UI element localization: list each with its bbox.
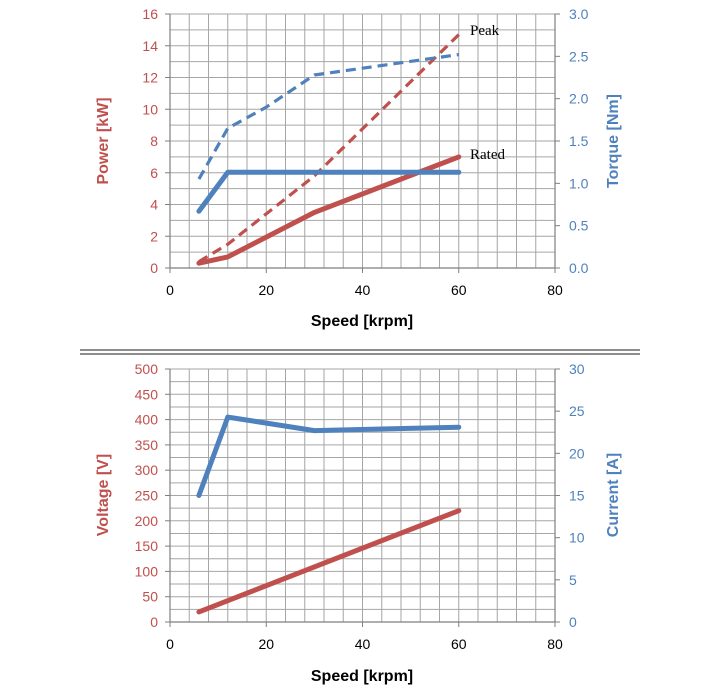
y2-tick-label: 25 <box>569 403 585 419</box>
power-torque-chart: 0 2 4 6 8 10 12 14 16 0.0 0.5 1.0 1.5 2.0 2.5 3.0 0 20 40 6… <box>95 6 622 330</box>
y-tick-label: 100 <box>135 563 159 579</box>
chart-separator <box>80 349 640 355</box>
voltage-current-chart: 0501001502002503003504004505000510152025… <box>95 361 622 685</box>
y2-tick-label: 5 <box>569 572 577 588</box>
y2-tick-label: 0.0 <box>569 260 589 276</box>
y-tick-label: 12 <box>142 70 158 86</box>
y-tick-label: 450 <box>135 386 159 402</box>
series-line-2 <box>196 169 462 214</box>
y-tick-label: 8 <box>150 133 158 149</box>
y-tick-label: 50 <box>142 589 158 605</box>
y2-tick-label: 0 <box>569 614 577 630</box>
y-tick-label: 350 <box>135 437 159 453</box>
y-tick-label: 2 <box>150 228 158 244</box>
series-line-1 <box>198 33 460 263</box>
y-tick-label: 0 <box>150 614 158 630</box>
y2-tick-label: 10 <box>569 530 585 546</box>
y2-axis-title: Torque [Nm] <box>605 94 622 188</box>
x-tick-label: 20 <box>258 636 274 652</box>
y2-axis-title: Current [A] <box>605 453 622 537</box>
y2-tick-label: 1.0 <box>569 175 589 191</box>
x-tick-label: 80 <box>547 282 563 298</box>
y-tick-label: 10 <box>142 101 158 117</box>
x-tick-label: 60 <box>451 282 467 298</box>
y-tick-label: 16 <box>142 6 158 22</box>
x-tick-label: 80 <box>547 636 563 652</box>
series-line-0 <box>196 154 462 266</box>
y-axis-title: Voltage [V] <box>95 454 112 536</box>
y2-tick-label: 3.0 <box>569 6 589 22</box>
y2-tick-label: 2.5 <box>569 48 589 64</box>
x-tick-label: 40 <box>355 282 371 298</box>
y-tick-label: 250 <box>135 488 159 504</box>
y2-tick-label: 2.0 <box>569 91 589 107</box>
y2-tick-label: 20 <box>569 445 585 461</box>
y-tick-label: 0 <box>150 260 158 276</box>
y-axis-title: Power [kW] <box>95 97 112 184</box>
series-line-1 <box>196 414 462 498</box>
y2-tick-label: 1.5 <box>569 133 589 149</box>
y-tick-label: 200 <box>135 513 159 529</box>
x-tick-label: 0 <box>166 282 174 298</box>
x-axis-title: Speed [krpm] <box>311 668 413 685</box>
x-tick-label: 0 <box>166 636 174 652</box>
x-tick-label: 20 <box>258 282 274 298</box>
y2-tick-label: 30 <box>569 361 585 377</box>
y-tick-label: 14 <box>142 38 158 54</box>
grid <box>169 368 556 623</box>
y-tick-label: 6 <box>150 165 158 181</box>
y2-tick-label: 0.5 <box>569 218 589 234</box>
y-tick-label: 150 <box>135 538 159 554</box>
x-tick-label: 40 <box>355 636 371 652</box>
y2-tick-label: 15 <box>569 488 585 504</box>
series-line-3 <box>197 53 460 180</box>
y-tick-label: 500 <box>135 361 159 377</box>
y-tick-label: 300 <box>135 462 159 478</box>
y-tick-label: 400 <box>135 412 159 428</box>
annotation-label: Peak <box>470 23 500 39</box>
x-axis-title: Speed [krpm] <box>311 313 413 330</box>
series-line-0 <box>196 508 462 615</box>
grid <box>169 13 556 269</box>
y-tick-label: 4 <box>150 197 158 213</box>
x-tick-label: 60 <box>451 636 467 652</box>
annotation-label: Rated <box>470 147 505 163</box>
